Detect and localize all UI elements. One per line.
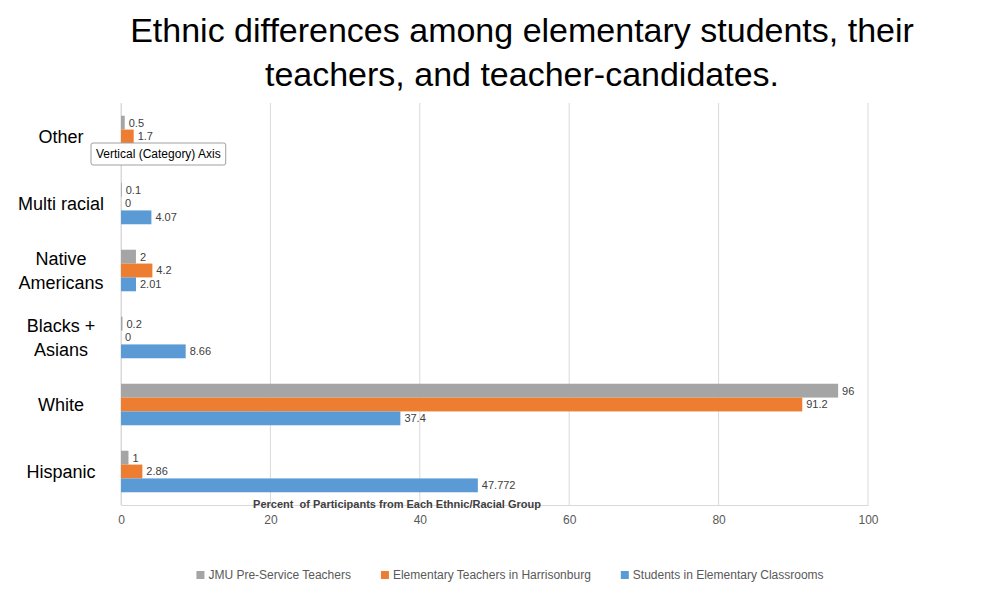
legend: JMU Pre-Service Teachers Elementary Teach… bbox=[196, 568, 823, 582]
title-group: Ethnic differences among elementary stud… bbox=[130, 11, 914, 93]
grid-line bbox=[868, 103, 869, 505]
bar bbox=[121, 465, 142, 479]
data-label: 0 bbox=[125, 197, 131, 209]
y-tick-label-line: Multi racial bbox=[18, 194, 104, 214]
data-label: 2 bbox=[140, 251, 146, 263]
data-label: 8.66 bbox=[190, 345, 211, 357]
grid bbox=[121, 103, 868, 505]
bar bbox=[121, 344, 186, 358]
annotation-text: Vertical (Category) Axis bbox=[96, 147, 221, 161]
chart-title: Ethnic differences among elementary stud… bbox=[130, 11, 914, 49]
y-tick-label: Native Americans bbox=[18, 249, 103, 293]
y-tick: Native Americans bbox=[18, 249, 121, 293]
y-tick-label-line: Native bbox=[35, 249, 86, 269]
y-tick-label: Other bbox=[38, 127, 83, 147]
bar bbox=[121, 451, 128, 465]
y-tick-label-line: White bbox=[38, 395, 84, 415]
y-tick-label: Hispanic bbox=[26, 462, 95, 482]
x-tick: 60 bbox=[563, 505, 577, 527]
data-label: 91.2 bbox=[806, 398, 827, 410]
x-tick: 100 bbox=[858, 505, 878, 527]
bar bbox=[121, 277, 136, 291]
y-tick-label-line: Americans bbox=[18, 273, 103, 293]
chart-title: teachers, and teacher-candidates. bbox=[265, 55, 779, 93]
chart-svg: Ethnic differences among elementary stud… bbox=[0, 0, 1000, 600]
data-label: 0.1 bbox=[126, 184, 141, 196]
grid-line bbox=[718, 103, 719, 505]
legend-marker bbox=[196, 571, 204, 579]
data-label: 4.07 bbox=[155, 211, 176, 223]
grid-line bbox=[270, 103, 271, 505]
y-tick-label-line: Asians bbox=[34, 340, 88, 360]
data-label: 2.86 bbox=[146, 465, 167, 477]
data-label: 37.4 bbox=[404, 412, 425, 424]
y-tick-label-line: Hispanic bbox=[26, 462, 95, 482]
x-tick-label: 100 bbox=[858, 513, 878, 527]
legend-label: Students in Elementary Classrooms bbox=[633, 568, 824, 582]
data-label: 2.01 bbox=[140, 278, 161, 290]
y-tick-label-line: Blacks + bbox=[27, 316, 96, 336]
annotation-box bbox=[91, 143, 226, 165]
bar bbox=[121, 411, 400, 425]
x-tick-label: 80 bbox=[712, 513, 726, 527]
bar bbox=[121, 317, 122, 331]
y-tick: Multi racial bbox=[18, 194, 121, 214]
x-tick-label: 60 bbox=[563, 513, 577, 527]
legend-label: JMU Pre-Service Teachers bbox=[208, 568, 351, 582]
legend-label: Elementary Teachers in Harrisonburg bbox=[393, 568, 591, 582]
data-label: 0.5 bbox=[129, 117, 144, 129]
bar bbox=[121, 197, 122, 211]
legend-item: Elementary Teachers in Harrisonburg bbox=[381, 568, 591, 582]
x-tick-label: 0 bbox=[118, 513, 125, 527]
chart-container: Ethnic differences among elementary stud… bbox=[0, 0, 1000, 600]
legend-item: JMU Pre-Service Teachers bbox=[196, 568, 351, 582]
grid-line bbox=[419, 103, 420, 505]
bar bbox=[121, 116, 125, 130]
annotation: Vertical (Category) Axis bbox=[91, 143, 226, 165]
grid-line bbox=[569, 103, 570, 505]
legend-item: Students in Elementary Classrooms bbox=[621, 568, 824, 582]
data-label: 47.772 bbox=[482, 479, 516, 491]
y-tick-label: Blacks + Asians bbox=[27, 316, 96, 360]
bars bbox=[121, 116, 838, 493]
data-label: 1 bbox=[132, 452, 138, 464]
legend-marker bbox=[381, 571, 389, 579]
x-tick: 80 bbox=[712, 505, 726, 527]
bar bbox=[121, 331, 122, 345]
x-tick-label: 40 bbox=[414, 513, 428, 527]
bar bbox=[121, 210, 151, 224]
x-axis-title: Percent of Participants from Each Ethnic… bbox=[253, 498, 541, 510]
y-tick-label-line: Other bbox=[38, 127, 83, 147]
data-label: 0.2 bbox=[126, 318, 141, 330]
bar bbox=[121, 478, 478, 492]
y-tick-label: Multi racial bbox=[18, 194, 104, 214]
data-label: 96 bbox=[842, 385, 854, 397]
data-label: 0 bbox=[125, 331, 131, 343]
x-tick-label: 20 bbox=[264, 513, 278, 527]
data-label: 4.2 bbox=[156, 264, 171, 276]
data-label: 1.7 bbox=[138, 130, 153, 142]
x-tick: 0 bbox=[118, 505, 125, 527]
legend-marker bbox=[621, 571, 629, 579]
bar bbox=[121, 398, 802, 412]
bar bbox=[121, 183, 122, 197]
y-tick-label: White bbox=[38, 395, 84, 415]
bar bbox=[121, 130, 134, 144]
bar bbox=[121, 250, 136, 264]
bar bbox=[121, 384, 838, 398]
bar bbox=[121, 264, 152, 278]
y-tick: White bbox=[38, 395, 121, 415]
y-tick: Blacks + Asians bbox=[27, 316, 121, 360]
y-tick: Hispanic bbox=[26, 462, 121, 482]
data-labels: 0.5 0.1 2 0.2 96 1 1.7 0 4.2 0 91.2 2.86 4.07 2.01 8.6… bbox=[125, 117, 854, 492]
